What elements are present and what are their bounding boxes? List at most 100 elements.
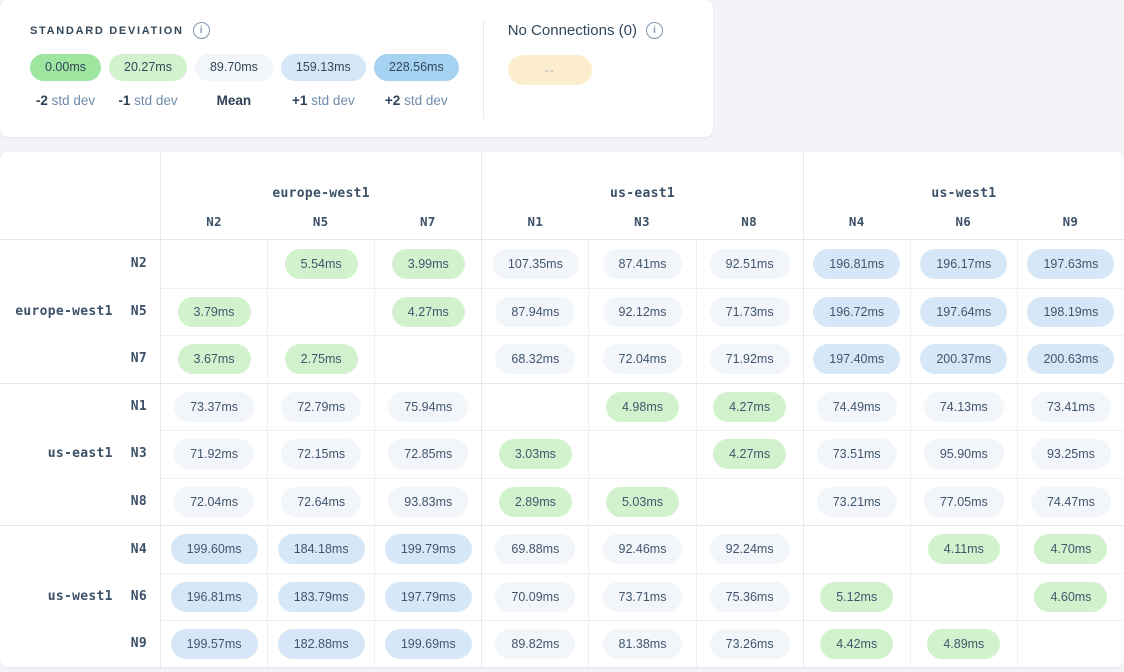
latency-cell: 4.27ms	[374, 287, 482, 335]
latency-badge: 199.57ms	[170, 629, 258, 660]
latency-cell: 68.32ms	[481, 335, 589, 383]
row-node-label: N2	[130, 256, 147, 272]
row-node-label: N5	[130, 303, 147, 319]
latency-badge: 72.15ms	[281, 439, 362, 470]
no-connections-section: No Connections (0) i --	[484, 0, 663, 137]
column-group-header: europe-west1	[160, 152, 481, 204]
latency-cell: 73.37ms	[160, 382, 268, 430]
latency-cell: 74.13ms	[909, 382, 1017, 430]
legend-card: STANDARD DEVIATION i 0.00ms -2 std dev 20.…	[0, 0, 713, 137]
latency-cell-self	[588, 430, 696, 478]
latency-cell: 196.72ms	[802, 287, 910, 335]
legend-item: 0.00ms -2 std dev	[30, 54, 101, 108]
latency-badge: 71.73ms	[709, 296, 790, 327]
latency-cell: 197.79ms	[374, 572, 482, 620]
latency-cell: 199.79ms	[374, 525, 482, 573]
latency-cell: 73.41ms	[1016, 382, 1124, 430]
latency-badge: 196.81ms	[170, 581, 258, 612]
latency-badge: 4.89ms	[927, 629, 1001, 660]
latency-cell: 77.05ms	[909, 477, 1017, 525]
column-node-header: N3	[588, 204, 696, 240]
row-node-label: N1	[130, 399, 147, 415]
latency-badge: 71.92ms	[174, 439, 255, 470]
latency-matrix-grid: europe-west1 us-east1 us-west1 N2 N5 N7 N1 N3 N8…	[0, 152, 1124, 667]
latency-badge: 69.88ms	[495, 534, 576, 565]
legend-label: Mean	[217, 93, 252, 108]
latency-badge: 197.40ms	[813, 344, 901, 375]
latency-badge: 4.27ms	[713, 391, 787, 422]
latency-badge: 72.79ms	[281, 391, 362, 422]
legend-item: 228.56ms +2 std dev	[373, 54, 459, 108]
row-node-label: N8	[130, 493, 147, 509]
row-header: us-east1 N3	[0, 430, 160, 478]
latency-cell: 92.46ms	[588, 525, 696, 573]
row-header: europe-west1 N5	[0, 288, 160, 336]
latency-badge: 196.72ms	[813, 296, 901, 327]
latency-cell: 4.11ms	[909, 525, 1017, 573]
latency-cell: 92.24ms	[695, 525, 803, 573]
latency-cell: 69.88ms	[481, 525, 589, 573]
latency-badge: 196.17ms	[920, 248, 1008, 279]
latency-badge: 4.27ms	[391, 296, 465, 327]
latency-cell-self	[374, 335, 482, 383]
latency-cell-self	[1016, 620, 1124, 667]
latency-badge: 198.19ms	[1027, 296, 1115, 327]
legend-badge: 228.56ms	[373, 54, 459, 81]
latency-badge: 74.13ms	[923, 391, 1004, 422]
latency-cell: 5.03ms	[588, 477, 696, 525]
latency-cell-self	[695, 477, 803, 525]
latency-badge: 73.26ms	[709, 629, 790, 660]
column-node-header: N8	[695, 204, 803, 240]
latency-badge: 72.04ms	[174, 486, 255, 517]
row-header: N7	[0, 335, 160, 383]
info-icon[interactable]: i	[645, 22, 663, 39]
row-node-label: N4	[130, 541, 147, 557]
latency-badge: 2.89ms	[498, 486, 572, 517]
latency-badge: 4.98ms	[605, 391, 679, 422]
latency-cell: 70.09ms	[481, 572, 589, 620]
latency-cell: 72.04ms	[588, 335, 696, 383]
latency-cell: 197.63ms	[1016, 240, 1124, 288]
latency-badge: 183.79ms	[277, 581, 365, 612]
latency-badge: 73.71ms	[602, 581, 683, 612]
latency-cell: 75.36ms	[695, 572, 803, 620]
latency-badge: 74.47ms	[1030, 486, 1111, 517]
latency-cell: 4.27ms	[695, 430, 803, 478]
latency-cell: 93.83ms	[374, 477, 482, 525]
legend-item: 159.13ms +1 std dev	[280, 54, 366, 108]
latency-cell: 72.64ms	[267, 477, 375, 525]
std-dev-legend: STANDARD DEVIATION i 0.00ms -2 std dev 20.…	[0, 0, 483, 137]
latency-cell: 200.63ms	[1016, 335, 1124, 383]
latency-badge: 4.70ms	[1034, 534, 1108, 565]
no-connections-badge: --	[507, 55, 592, 85]
latency-cell: 107.35ms	[481, 240, 588, 288]
latency-badge: 5.03ms	[605, 486, 679, 517]
row-node-label: N9	[130, 636, 147, 652]
latency-cell: 72.04ms	[160, 477, 268, 525]
latency-cell: 199.69ms	[374, 620, 482, 667]
latency-cell: 4.27ms	[695, 382, 803, 430]
latency-badge: 72.04ms	[602, 344, 683, 375]
legend-label-bold: -2	[35, 93, 48, 108]
latency-badge: 72.64ms	[281, 486, 362, 517]
latency-cell: 74.47ms	[1016, 477, 1124, 525]
latency-badge: 92.12ms	[602, 296, 683, 327]
latency-cell: 4.98ms	[588, 382, 696, 430]
column-node-header: N1	[481, 204, 589, 240]
column-node-header: N6	[909, 204, 1017, 240]
latency-badge: 72.85ms	[388, 439, 469, 470]
legend-label-bold: -1	[118, 93, 131, 108]
legend-item: 20.27ms -1 std dev	[109, 54, 187, 108]
latency-cell: 196.17ms	[909, 240, 1017, 288]
latency-badge: 5.12ms	[820, 581, 894, 612]
latency-badge: 93.25ms	[1030, 439, 1111, 470]
latency-badge: 74.49ms	[816, 391, 897, 422]
column-node-header: N4	[802, 204, 910, 240]
latency-cell: 199.60ms	[160, 525, 268, 573]
matrix-corner	[0, 152, 160, 240]
latency-badge: 200.63ms	[1027, 344, 1115, 375]
latency-badge: 73.21ms	[816, 486, 897, 517]
info-icon[interactable]: i	[192, 22, 210, 39]
legend-badge: 20.27ms	[109, 54, 187, 81]
row-header: N9	[0, 620, 160, 667]
